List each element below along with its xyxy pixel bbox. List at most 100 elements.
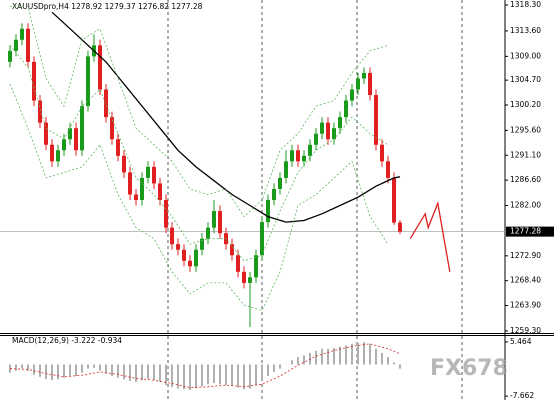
candle-body — [398, 222, 402, 232]
candle-body — [236, 255, 240, 272]
macd-bar — [177, 364, 179, 389]
macd-bar — [345, 345, 347, 365]
macd-bar — [237, 364, 239, 388]
candle-body — [302, 155, 306, 162]
candle-body — [116, 139, 120, 156]
price-line — [409, 200, 451, 272]
candle-body — [266, 200, 270, 223]
macd-tick-label: -7.662 — [510, 391, 534, 400]
candle-body — [248, 277, 252, 283]
macd-bar — [279, 364, 281, 369]
candle-body — [200, 238, 204, 250]
macd-bar — [45, 364, 47, 379]
price-line — [51, 11, 401, 223]
macd-bar — [111, 364, 113, 377]
y-tick-label: 1272.90 — [510, 251, 541, 260]
candle-body — [44, 122, 48, 145]
candle-body — [338, 117, 342, 129]
candle-body — [122, 155, 126, 173]
macd-bar — [351, 343, 353, 365]
macd-bar — [225, 364, 227, 386]
candle-body — [14, 39, 18, 51]
macd-bar — [315, 350, 317, 365]
macd-bar — [369, 343, 371, 365]
candle-body — [32, 61, 36, 101]
macd-bar — [15, 364, 17, 371]
macd-bar — [231, 364, 233, 386]
macd-bar — [63, 364, 65, 378]
macd-bar — [21, 364, 23, 369]
macd-bar — [261, 364, 263, 381]
macd-bar — [141, 364, 143, 381]
macd-bar — [105, 364, 107, 374]
y-tick-label: 1268.40 — [510, 276, 541, 285]
macd-bar — [393, 362, 395, 365]
macd-bar — [69, 364, 71, 377]
candle-body — [368, 72, 372, 96]
y-tick-label: 1291.10 — [510, 150, 541, 159]
macd-bar — [219, 364, 221, 385]
y-tick-label: 1295.60 — [510, 125, 541, 134]
macd-bar — [327, 348, 329, 365]
macd-bar — [183, 364, 185, 390]
macd-bar — [75, 364, 77, 377]
macd-bar — [243, 364, 245, 390]
y-tick-label: 1313.60 — [510, 26, 541, 35]
macd-bar — [321, 348, 323, 365]
candle-body — [80, 106, 84, 151]
y-tick-label: 1282.00 — [510, 201, 541, 210]
macd-bar — [57, 364, 59, 380]
candle-body — [290, 150, 294, 162]
candle-body — [26, 28, 30, 62]
y-tick-label: 1309.00 — [510, 51, 541, 60]
macd-bar — [135, 364, 137, 382]
macd-bar — [129, 364, 131, 382]
price-line — [10, 6, 389, 218]
macd-bar — [39, 364, 41, 377]
candle-body — [320, 122, 324, 134]
candle-body — [104, 89, 108, 118]
candle-body — [68, 128, 72, 140]
candle-body — [218, 211, 222, 234]
macd-bar — [255, 364, 257, 386]
candle-body — [164, 200, 168, 228]
macd-bar — [189, 364, 191, 391]
candle-body — [356, 78, 360, 90]
candle-body — [98, 45, 102, 90]
macd-bar — [87, 364, 89, 369]
candle-body — [350, 89, 354, 101]
candle-body — [386, 161, 390, 178]
candle-body — [176, 244, 180, 250]
candle-body — [140, 177, 144, 201]
candle-body — [362, 72, 366, 79]
candle-body — [296, 150, 300, 162]
candle-body — [146, 166, 150, 178]
y-tick-label: 1286.60 — [510, 175, 541, 184]
macd-bar — [123, 364, 125, 380]
price-line — [9, 83, 389, 311]
candle-body — [170, 227, 174, 245]
candle-body — [188, 260, 192, 267]
candle-body — [314, 133, 318, 145]
macd-bar — [339, 346, 341, 365]
macd-bar — [165, 364, 167, 386]
macd-bar — [297, 357, 299, 365]
candle-body — [86, 56, 90, 107]
candle-body — [158, 183, 162, 201]
macd-bar — [207, 364, 209, 385]
candle-body — [20, 28, 24, 40]
macd-bar — [99, 364, 101, 371]
macd-bar — [273, 364, 275, 372]
candle-body — [254, 255, 258, 278]
macd-tick-label: 5.464 — [510, 337, 532, 346]
candle-body — [332, 128, 336, 140]
macd-bar — [171, 364, 173, 388]
candle-body — [182, 249, 186, 261]
macd-bar — [381, 352, 383, 365]
macd-bar — [33, 364, 35, 375]
candle-body — [392, 177, 396, 223]
candle-body — [308, 144, 312, 156]
candle-body — [374, 95, 378, 145]
macd-bar — [291, 360, 293, 365]
